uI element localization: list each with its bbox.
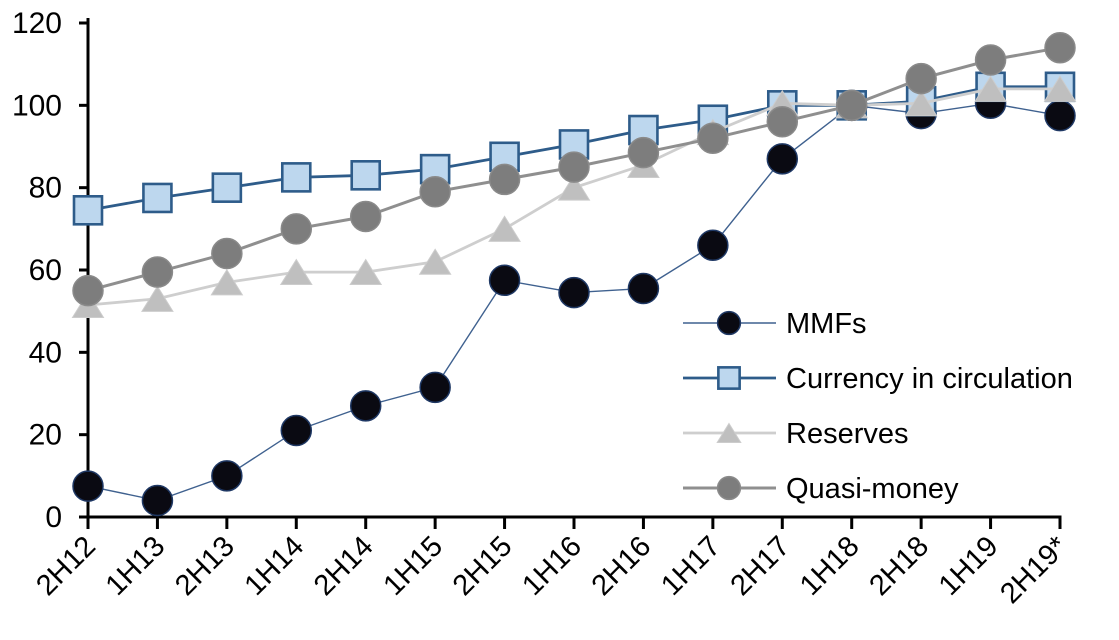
y-tick-label: 100: [12, 89, 62, 122]
y-tick-label: 80: [29, 172, 62, 205]
currency-in-circulation-legend-marker: [717, 366, 741, 390]
quasi-money-marker: [1044, 31, 1076, 64]
x-tick-label: 1H19: [933, 530, 1005, 602]
quasi-money-marker: [974, 44, 1007, 76]
y-tick-label: 20: [29, 419, 62, 452]
currency-in-circulation-marker: [280, 162, 312, 193]
currency-in-circulation-marker: [142, 182, 173, 214]
quasi-money-marker: [766, 106, 799, 138]
quasi-money-marker: [697, 122, 729, 155]
x-tick-label: 2H16: [586, 530, 658, 602]
quasi-money-marker: [72, 274, 104, 307]
mmfs-marker: [280, 414, 313, 447]
reserves-marker: [974, 75, 1007, 102]
legend-item-reserves: Reserves: [683, 418, 909, 450]
x-tick-label: 1H17: [655, 530, 727, 602]
quasi-money-marker: [211, 237, 243, 270]
reserves-legend-marker: [716, 422, 742, 443]
mmfs-marker: [349, 390, 382, 422]
reserves-legend-label: Reserves: [786, 418, 909, 450]
currency-in-circulation-marker: [211, 172, 243, 203]
reserves-marker: [488, 215, 521, 242]
mmfs-marker: [488, 264, 521, 297]
y-axis-labels: 0 20 40 60 80 100 120: [12, 7, 62, 534]
quasi-money-legend-marker: [716, 475, 742, 501]
x-tick-label: 2H18: [863, 530, 935, 602]
mmfs-marker: [697, 229, 729, 262]
mmfs-marker: [766, 143, 799, 175]
reserves-marker: [557, 174, 591, 201]
x-tick-label: 2H12: [30, 530, 102, 602]
mmfs-marker: [72, 470, 104, 502]
x-tick-label: 1H15: [377, 530, 449, 602]
mmfs-legend-marker: [716, 310, 742, 336]
reserves-marker: [1043, 75, 1077, 102]
x-tick-label: 1H16: [516, 530, 588, 602]
x-tick-label: 2H17: [725, 530, 797, 602]
legend: MMFs Currency in circulation Reserves Quasi…: [683, 308, 1073, 505]
mmfs-marker: [627, 272, 660, 305]
series-mmfs: [72, 87, 1076, 517]
y-tick-label: 0: [45, 501, 62, 534]
x-tick-label: 2H19*: [994, 530, 1074, 610]
reserves-marker: [210, 268, 244, 296]
reserves-marker: [141, 285, 174, 312]
x-axis-labels: 2H121H132H131H142H141H152H151H162H161H17…: [30, 530, 1074, 610]
currency-in-circulation-legend-label: Currency in circulation: [786, 363, 1073, 395]
x-tick-label: 1H14: [239, 530, 311, 602]
quasi-money-marker: [835, 89, 868, 122]
quasi-money-legend-label: Quasi-money: [786, 473, 959, 505]
currency-in-circulation-marker: [72, 195, 104, 226]
quasi-money-marker: [419, 176, 451, 208]
axes: [79, 18, 1062, 529]
reserves-marker: [904, 89, 938, 117]
quasi-money-marker: [905, 62, 937, 95]
mmfs-marker: [558, 276, 590, 309]
reserves-marker: [418, 248, 452, 275]
quasi-money-marker: [141, 256, 174, 288]
mmfs-marker: [1044, 99, 1076, 132]
reserves-marker: [349, 258, 383, 286]
legend-item-quasi-money: Quasi-money: [683, 473, 959, 505]
x-tick-label: 2H14: [308, 530, 380, 602]
x-tick-label: 2H15: [447, 530, 519, 602]
x-tick-label: 1H13: [100, 530, 172, 602]
quasi-money-marker: [627, 136, 660, 169]
y-tick-label: 40: [29, 336, 62, 369]
quasi-money-marker: [280, 213, 313, 245]
quasi-money-marker: [558, 151, 590, 183]
mmfs-legend-label: MMFs: [786, 308, 867, 340]
x-tick-label: 2H13: [169, 530, 241, 602]
x-tick-label: 1H18: [794, 530, 866, 602]
y-tick-label: 60: [29, 254, 62, 287]
legend-item-mmfs: MMFs: [683, 308, 867, 340]
quasi-money-marker: [488, 163, 521, 196]
mmfs-marker: [141, 484, 174, 517]
legend-item-currency-in-circulation: Currency in circulation: [683, 363, 1073, 395]
quasi-money-marker: [349, 200, 382, 233]
mmfs-marker: [211, 460, 243, 492]
reserves-marker: [279, 258, 313, 286]
series-quasi-money: [72, 31, 1076, 307]
currency-in-circulation-marker: [350, 160, 382, 191]
y-tick-label: 120: [12, 7, 62, 40]
mmfs-marker: [419, 371, 451, 404]
